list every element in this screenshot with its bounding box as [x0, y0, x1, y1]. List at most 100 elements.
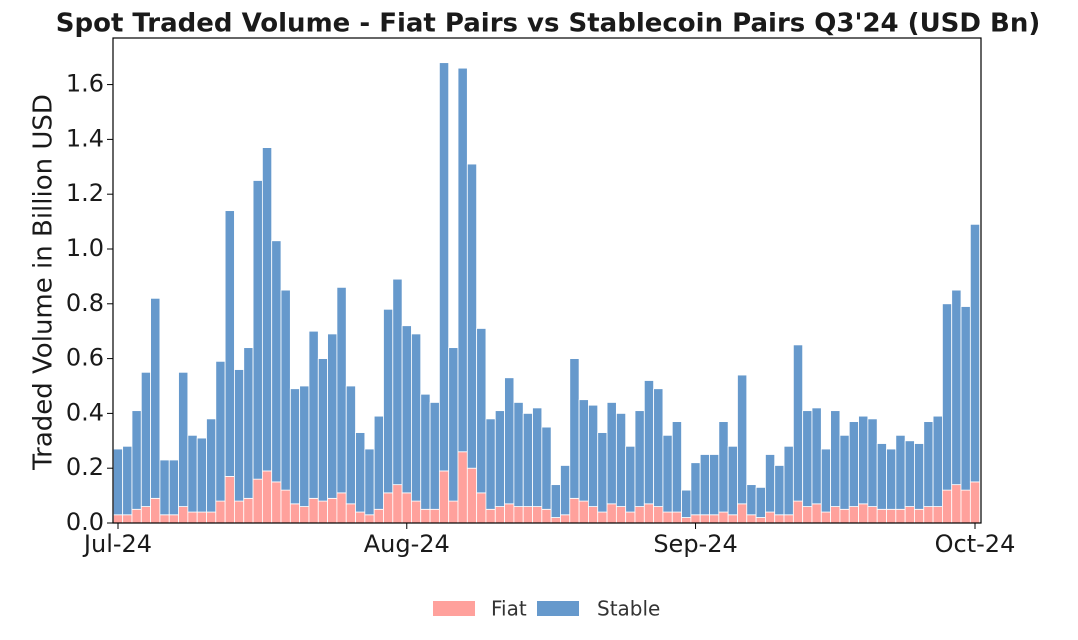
bar-segment — [951, 289, 962, 486]
bar-segment — [122, 445, 133, 516]
bar-segment — [187, 434, 198, 513]
legend-label: Fiat — [491, 597, 527, 621]
bar-segment — [345, 385, 356, 505]
bar-segment — [746, 514, 757, 524]
y-tick-label: 0.6 — [66, 344, 104, 372]
y-tick-label: 0.4 — [66, 398, 104, 426]
bar-segment — [485, 508, 496, 524]
bar-segment — [923, 421, 934, 507]
bar-segment — [438, 470, 450, 524]
bar-segment — [643, 380, 655, 505]
bar-segment — [830, 506, 841, 524]
bar-segment — [550, 484, 561, 518]
bar-segment — [280, 289, 291, 491]
bar-segment — [168, 459, 179, 516]
bar-segment — [634, 506, 645, 524]
y-tick-label: 0.2 — [66, 453, 104, 481]
bar-segment — [224, 210, 235, 477]
bar-segment — [597, 432, 608, 513]
legend-swatch — [537, 601, 579, 616]
bar-segment — [336, 286, 347, 494]
bar-segment — [299, 385, 310, 507]
bar-segment — [932, 506, 943, 524]
bar-segment — [261, 147, 273, 472]
bar-segment — [830, 410, 841, 507]
bar-segment — [662, 511, 673, 524]
bar-segment — [196, 437, 207, 513]
bar-segment — [792, 344, 804, 502]
bar-segment — [671, 421, 682, 513]
bar-segment — [476, 492, 487, 524]
bar-segment — [355, 511, 366, 524]
bar-segment — [327, 333, 338, 499]
bar-segment — [131, 410, 142, 510]
bar-segment — [187, 511, 198, 524]
bar-segment — [718, 421, 729, 513]
bar-segment — [802, 506, 813, 524]
bar-segment — [746, 484, 757, 516]
bar-segment — [457, 451, 468, 524]
bar-segment — [765, 454, 776, 513]
chart-title: Spot Traded Volume - Fiat Pairs vs Stabl… — [56, 9, 1041, 39]
bar-segment — [848, 421, 859, 507]
legend-swatch — [433, 601, 475, 616]
bar-segment — [485, 418, 496, 510]
bar-segment — [923, 506, 934, 524]
bar-segment — [960, 489, 971, 524]
bar-segment — [914, 443, 925, 510]
bar-segment — [895, 508, 906, 524]
bar-segment — [122, 514, 133, 524]
x-tick-label: Aug-24 — [364, 530, 450, 558]
bar-segment — [783, 445, 794, 516]
bar-segment — [895, 434, 906, 510]
x-tick-label: Sep-24 — [653, 530, 737, 558]
bar-segment — [411, 500, 422, 524]
bar-segment — [196, 511, 207, 524]
bar-segment — [904, 506, 915, 524]
bar-segment — [727, 514, 738, 524]
bar-segment — [886, 508, 897, 524]
bar-segment — [792, 500, 804, 524]
bar-segment — [802, 410, 813, 507]
bar-segment — [681, 489, 692, 518]
bar-segment — [466, 163, 478, 469]
bar-segment — [783, 514, 794, 524]
bar-segment — [345, 503, 356, 524]
bar-segment — [811, 407, 822, 505]
bar-segment — [941, 489, 953, 524]
bar-segment — [411, 333, 422, 502]
y-tick-label: 0.8 — [66, 289, 104, 317]
bar-segment — [159, 459, 170, 516]
bar-segment — [252, 180, 263, 480]
bar-segment — [215, 500, 226, 524]
bar-segment — [876, 508, 887, 524]
bar-segment — [522, 506, 533, 524]
bar-segment — [336, 492, 347, 524]
bar-segment — [858, 415, 869, 505]
bar-segment — [690, 514, 701, 524]
bar-segment — [373, 508, 384, 524]
bar-segment — [234, 369, 245, 502]
bar-segment — [969, 223, 981, 483]
bar-segment — [709, 514, 720, 524]
bar-segment — [737, 503, 748, 524]
bar-segment — [355, 432, 366, 513]
bar-segment — [429, 508, 440, 524]
bar-segment — [420, 393, 431, 510]
bar-segment — [765, 511, 776, 524]
legend-label: Stable — [597, 597, 660, 621]
y-axis-label: Traded Volume in Billion USD — [29, 94, 59, 471]
bar-segment — [420, 508, 431, 524]
bar-segment — [662, 434, 673, 513]
bar-segment — [289, 388, 301, 505]
legend: Fiat Stable — [433, 597, 660, 621]
bar-segment — [755, 486, 766, 518]
bar-segment — [643, 503, 655, 524]
bar-segment — [774, 514, 785, 524]
x-tick-label: Jul-24 — [82, 530, 152, 558]
bar-segment — [699, 454, 710, 516]
bar-segment — [112, 514, 124, 524]
bar-segment — [504, 377, 515, 505]
bar-segment — [327, 497, 338, 524]
bar-segment — [886, 448, 897, 510]
